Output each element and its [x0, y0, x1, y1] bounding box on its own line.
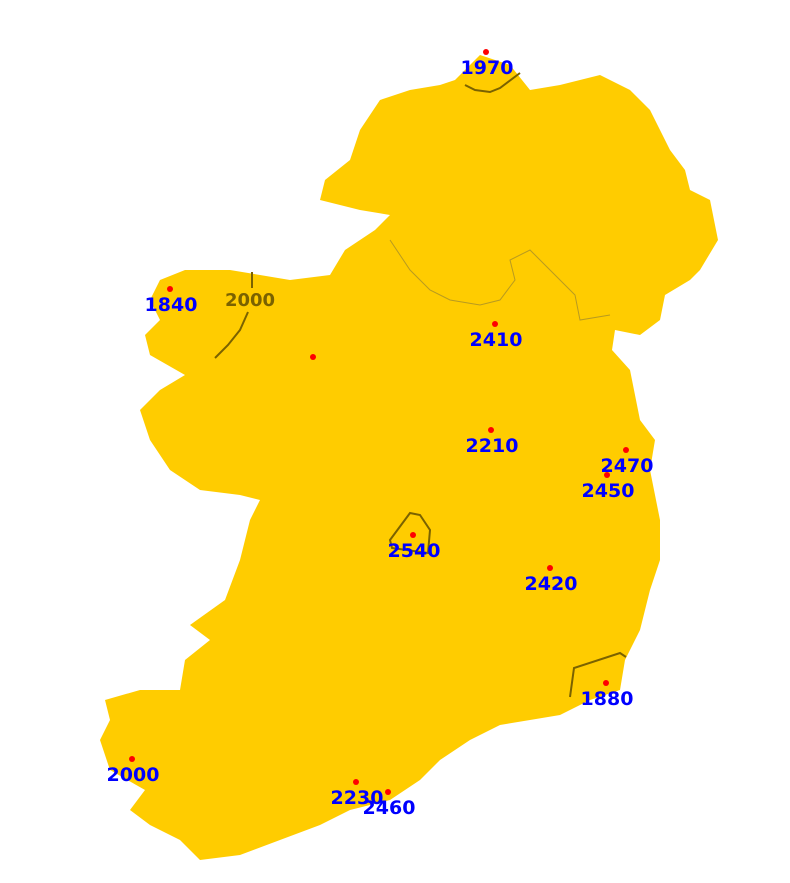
- station-dot: [547, 565, 553, 571]
- contour-line: [569, 651, 627, 698]
- station-dot: [483, 49, 489, 55]
- station-label: 2410: [470, 329, 523, 351]
- contour-lines: [214, 72, 627, 698]
- station-dot: [385, 789, 391, 795]
- station-label: 2210: [466, 435, 519, 457]
- station-label: 2450: [582, 480, 635, 502]
- station-label: 2230: [331, 787, 384, 809]
- station-dot: [603, 680, 609, 686]
- station-label: 1970: [461, 57, 514, 79]
- station-dot: [129, 756, 135, 762]
- contour-line: [388, 511, 432, 555]
- station-dot: [492, 321, 498, 327]
- station-dot: [488, 427, 494, 433]
- station-label: 1880: [581, 688, 634, 710]
- station-label: 1840: [145, 294, 198, 316]
- ireland-landmass: [100, 55, 718, 860]
- station-dot: [167, 286, 173, 292]
- station-label: 2470: [601, 455, 654, 477]
- station-dot: [310, 354, 316, 360]
- station-label: 2540: [388, 540, 441, 562]
- station-dot: [353, 779, 359, 785]
- contour-line: [214, 311, 249, 359]
- stations: 1970 1840 2410 2210 2470 2450 2540 2420 1880 2000…: [107, 49, 654, 819]
- ni-border: [389, 239, 611, 321]
- contour-line: [464, 72, 521, 94]
- station-dot: [410, 532, 416, 538]
- station-dot: [623, 447, 629, 453]
- contour-label: 2000: [225, 290, 275, 311]
- station-label: 2460: [363, 797, 416, 819]
- station-label: 2000: [107, 764, 160, 786]
- station-label: 2420: [525, 573, 578, 595]
- station-dot: [604, 472, 610, 478]
